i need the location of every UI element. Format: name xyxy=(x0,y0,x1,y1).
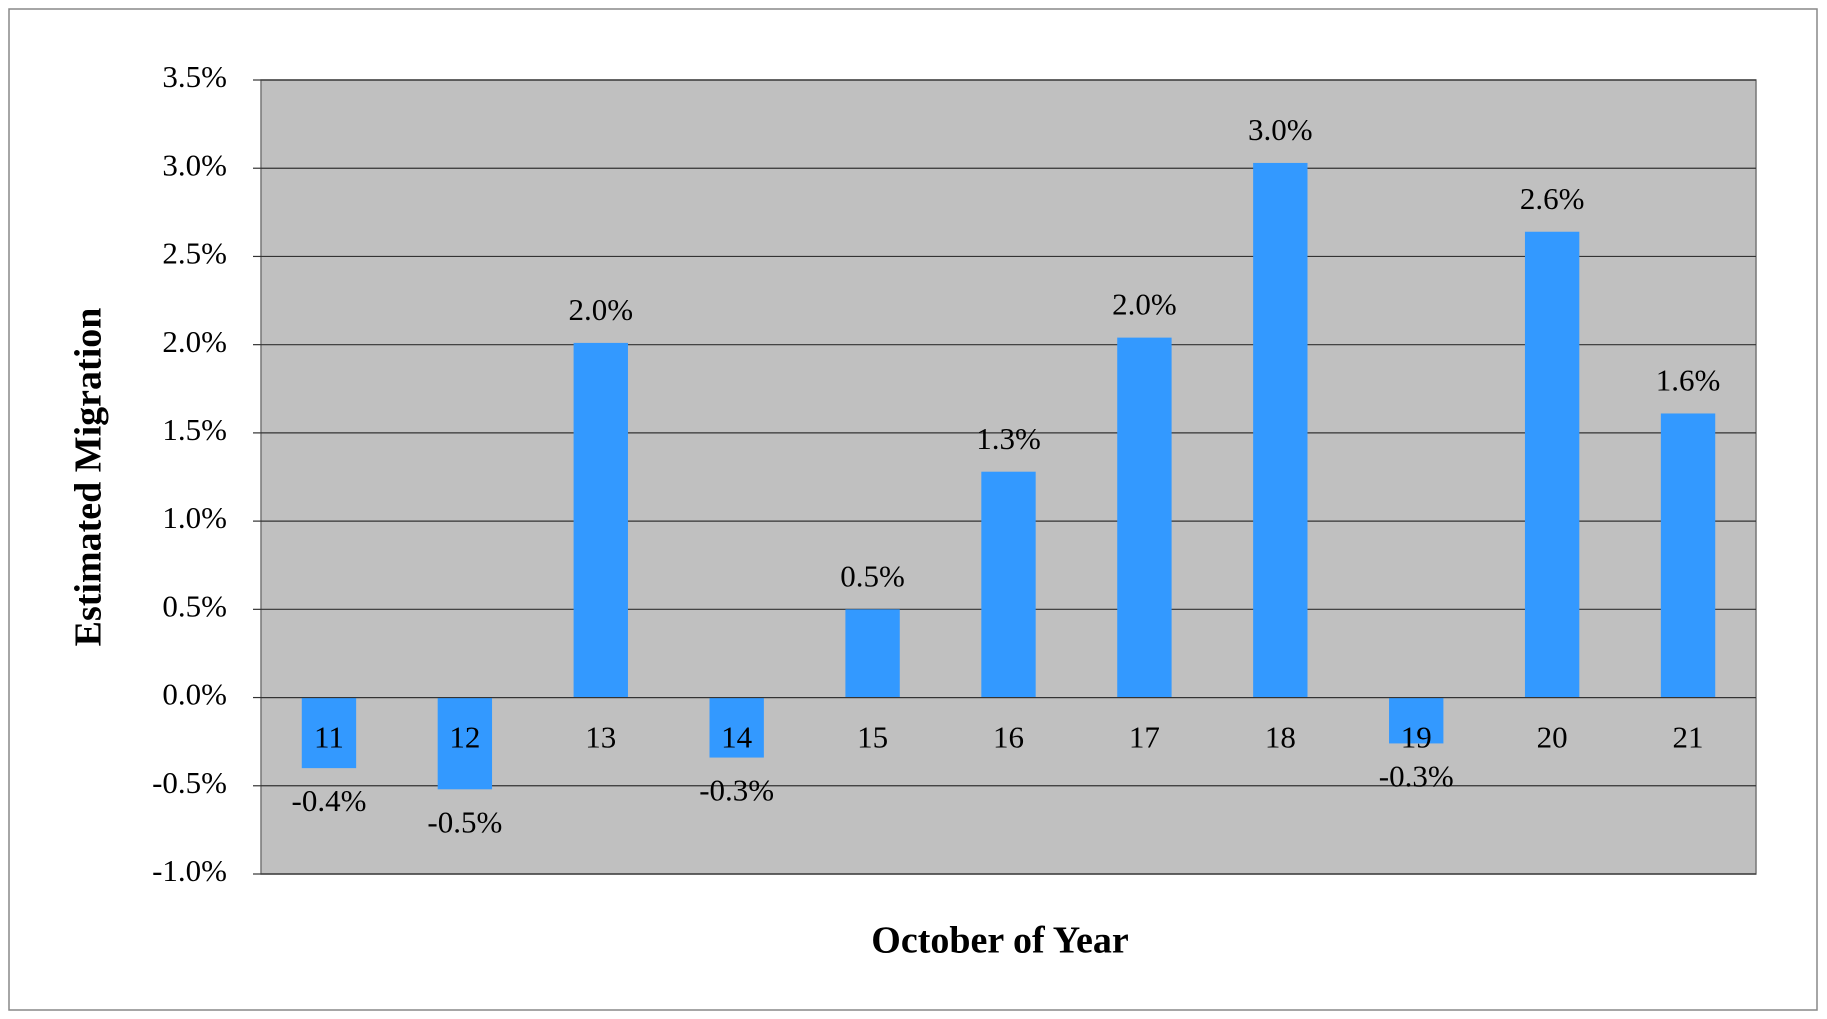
x-axis-title: October of Year xyxy=(871,920,1129,962)
y-tick-label: 0.0% xyxy=(162,677,227,712)
data-label: 2.6% xyxy=(1520,181,1585,216)
y-tick-label: 3.0% xyxy=(162,147,227,182)
x-tick-label: 11 xyxy=(314,720,344,755)
bar xyxy=(1660,413,1716,698)
y-tick-label: -0.5% xyxy=(152,765,227,800)
x-tick-label: 13 xyxy=(585,720,616,755)
x-tick-label: 16 xyxy=(993,720,1024,755)
data-label: -0.3% xyxy=(1379,759,1454,794)
y-tick-label: 3.5% xyxy=(162,59,227,94)
data-label: -0.5% xyxy=(427,804,502,839)
data-label: -0.3% xyxy=(699,773,774,808)
y-tick-label: 2.0% xyxy=(162,324,227,359)
bar xyxy=(981,471,1036,698)
x-tick-label: 19 xyxy=(1401,720,1432,755)
bar xyxy=(437,697,493,790)
bar xyxy=(1524,231,1580,698)
bar xyxy=(1117,337,1172,698)
data-label: 2.0% xyxy=(568,292,633,327)
data-label: -0.4% xyxy=(292,783,367,818)
x-tick-label: 12 xyxy=(449,720,480,755)
bar xyxy=(301,697,357,769)
bar xyxy=(1253,162,1308,698)
y-tick-label: 0.5% xyxy=(162,588,227,623)
y-tick-label: -1.0% xyxy=(152,853,227,888)
x-tick-label: 20 xyxy=(1537,720,1568,755)
x-tick-label: 15 xyxy=(857,720,888,755)
data-label: 1.6% xyxy=(1656,363,1721,398)
data-label: 2.0% xyxy=(1112,287,1177,322)
y-tick-label: 1.0% xyxy=(162,500,227,535)
x-tick-label: 21 xyxy=(1673,720,1704,755)
x-tick-label: 17 xyxy=(1129,720,1160,755)
data-label: 1.3% xyxy=(976,421,1041,456)
bar xyxy=(845,609,900,698)
data-label: 3.0% xyxy=(1248,112,1313,147)
bar xyxy=(1389,697,1444,744)
y-tick-label: 1.5% xyxy=(162,412,227,447)
bar xyxy=(573,342,628,698)
y-tick-label: 2.5% xyxy=(162,236,227,271)
y-axis-title: Estimated Migration xyxy=(68,308,110,647)
x-tick-label: 18 xyxy=(1265,720,1296,755)
x-tick-label: 14 xyxy=(721,720,753,755)
data-label: 0.5% xyxy=(840,558,905,593)
bar xyxy=(709,697,764,758)
